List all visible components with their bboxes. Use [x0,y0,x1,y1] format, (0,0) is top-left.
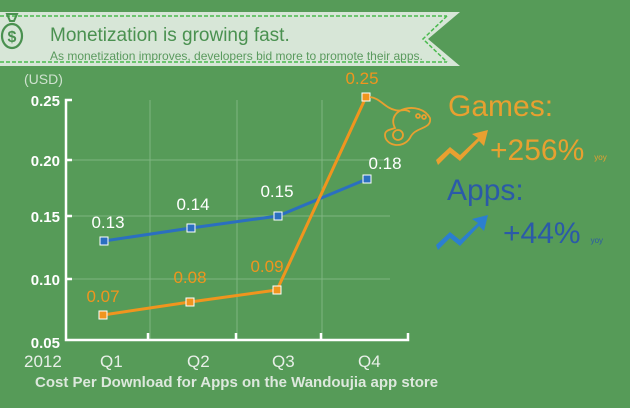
games-series-line [102,96,368,317]
svg-text:Q2: Q2 [187,352,210,371]
chart-caption: Cost Per Download for Apps on the Wandou… [35,374,439,391]
banner-title: Monetization is growing fast. [50,25,290,46]
axes [64,98,410,342]
svg-text:$: $ [8,29,17,46]
apps-change-value: +44% yoy [503,217,603,251]
ribbon-shape [0,12,460,66]
games-change: +256% [490,134,585,167]
svg-text:Q3: Q3 [272,352,295,371]
apps-data-labels: 0.13 0.14 0.15 0.18 [91,154,401,232]
svg-text:0.14: 0.14 [176,195,209,214]
apps-trend-arrow-icon [436,215,488,250]
svg-text:0.25: 0.25 [345,69,378,88]
games-data-labels: 0.07 0.08 0.09 0.25 [86,69,378,306]
svg-text:0.05: 0.05 [31,335,60,352]
apps-yoy-label: yoy [590,236,604,245]
games-legend-title: Games: [448,90,554,123]
svg-text:0.09: 0.09 [250,257,283,276]
svg-text:0.13: 0.13 [91,213,124,232]
svg-text:2012: 2012 [24,352,62,371]
svg-text:0.08: 0.08 [173,268,206,287]
svg-text:0.15: 0.15 [260,182,293,201]
games-yoy-label: yoy [594,153,607,162]
header-banner: $ Monetization is growing fast. As monet… [0,12,460,66]
games-markers [98,92,371,320]
banner-subtitle: As monetization improves, developers bid… [50,49,423,63]
games-change-value: +256% yoy [490,134,607,168]
game-controller-icon [369,96,431,146]
apps-change: +44% [503,217,581,250]
svg-text:0.18: 0.18 [368,154,401,173]
apps-markers [99,174,372,246]
x-tick-labels: 2012 Q1 Q2 Q3 Q4 [24,352,381,371]
y-unit-label: (USD) [24,71,63,87]
y-tick-labels: 0.25 0.20 0.15 0.10 0.05 [31,93,60,352]
svg-text:0.10: 0.10 [31,272,60,289]
svg-text:Q4: Q4 [358,352,381,371]
apps-legend-title: Apps: [447,174,524,207]
svg-text:Q1: Q1 [100,352,123,371]
apps-series-line [103,177,368,243]
money-bag-icon: $ [0,13,24,50]
games-trend-arrow-icon [436,130,488,165]
svg-text:0.20: 0.20 [31,153,60,170]
svg-text:0.07: 0.07 [86,287,119,306]
svg-text:0.15: 0.15 [31,209,60,226]
svg-text:0.25: 0.25 [31,93,60,110]
